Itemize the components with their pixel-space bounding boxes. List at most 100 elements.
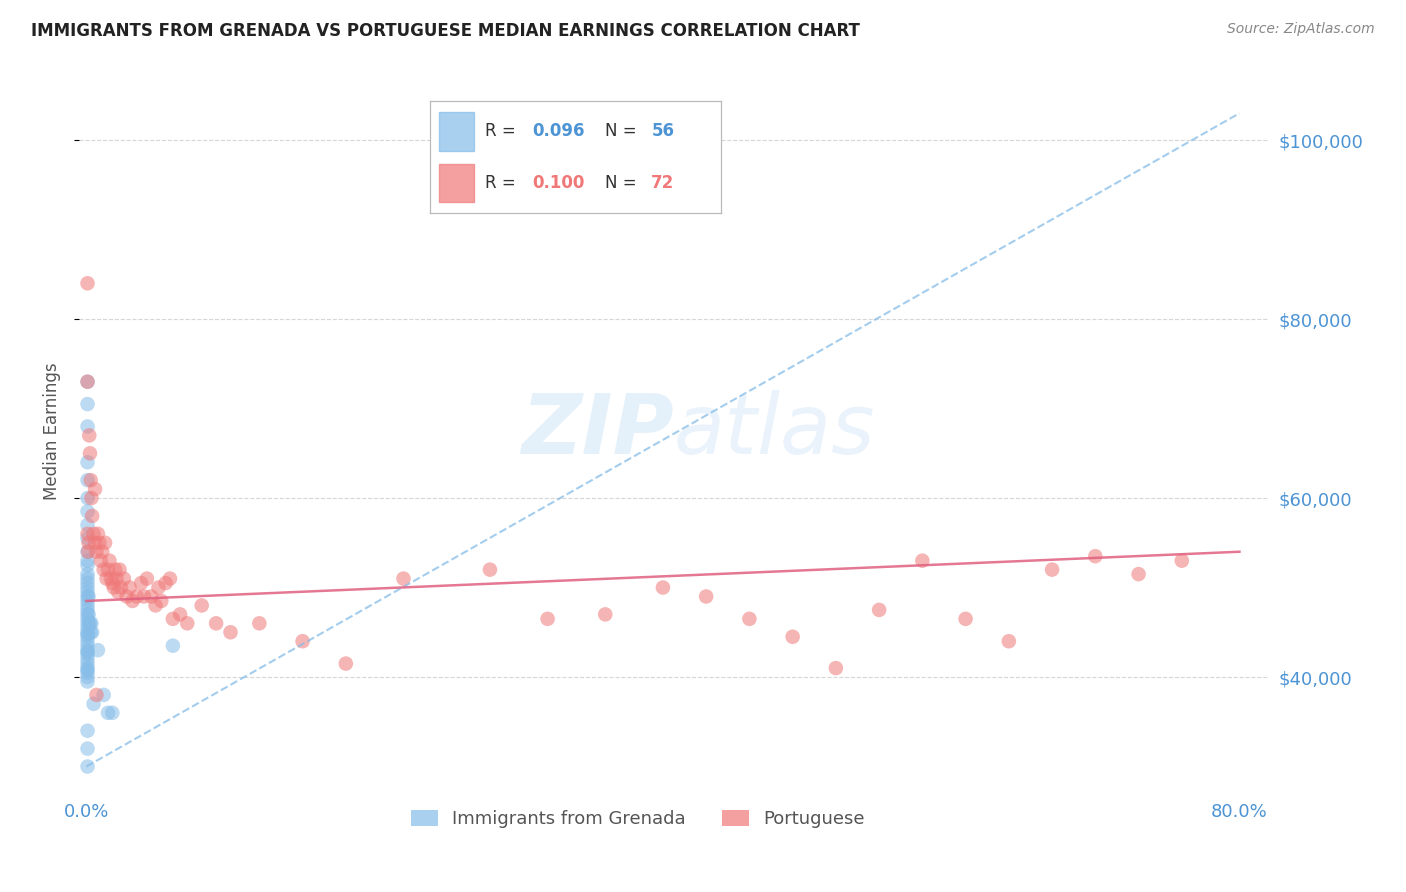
- Point: [169, 607, 191, 622]
- Point: [84, 536, 107, 550]
- Point: [108, 563, 131, 577]
- Point: [94, 536, 117, 550]
- Point: [76, 634, 98, 648]
- Point: [89, 536, 111, 550]
- Point: [82, 508, 104, 523]
- Point: [76, 741, 98, 756]
- Point: [76, 627, 98, 641]
- Point: [159, 572, 181, 586]
- Point: [155, 576, 177, 591]
- Point: [695, 590, 717, 604]
- Point: [76, 723, 98, 738]
- Point: [911, 554, 934, 568]
- Point: [148, 581, 170, 595]
- Point: [83, 697, 105, 711]
- Point: [76, 648, 98, 662]
- Point: [93, 688, 115, 702]
- Point: [76, 545, 98, 559]
- Point: [76, 585, 98, 599]
- Point: [145, 599, 167, 613]
- Point: [76, 599, 98, 613]
- Point: [1128, 567, 1150, 582]
- Point: [76, 567, 98, 582]
- Point: [782, 630, 804, 644]
- Point: [84, 482, 107, 496]
- Point: [76, 603, 98, 617]
- Point: [219, 625, 242, 640]
- Point: [77, 616, 100, 631]
- Point: [76, 526, 98, 541]
- Point: [76, 375, 98, 389]
- Point: [76, 491, 98, 505]
- Point: [190, 599, 212, 613]
- Point: [125, 590, 148, 604]
- Point: [76, 558, 98, 573]
- Point: [98, 554, 121, 568]
- Point: [76, 616, 98, 631]
- Point: [536, 612, 558, 626]
- Point: [76, 643, 98, 657]
- Point: [135, 572, 157, 586]
- Point: [97, 563, 120, 577]
- Point: [91, 545, 114, 559]
- Point: [825, 661, 848, 675]
- Point: [76, 517, 98, 532]
- Point: [87, 526, 110, 541]
- Text: Source: ZipAtlas.com: Source: ZipAtlas.com: [1227, 22, 1375, 37]
- Point: [76, 663, 98, 677]
- Point: [76, 670, 98, 684]
- Point: [76, 572, 98, 586]
- Point: [76, 645, 98, 659]
- Point: [868, 603, 890, 617]
- Point: [76, 455, 98, 469]
- Point: [96, 572, 118, 586]
- Point: [76, 674, 98, 689]
- Point: [76, 621, 98, 635]
- Point: [105, 572, 128, 586]
- Point: [76, 590, 98, 604]
- Point: [76, 665, 98, 680]
- Point: [76, 576, 98, 591]
- Point: [86, 545, 108, 559]
- Point: [76, 594, 98, 608]
- Point: [77, 590, 100, 604]
- Legend: Immigrants from Grenada, Portuguese: Immigrants from Grenada, Portuguese: [404, 802, 873, 835]
- Point: [129, 576, 152, 591]
- Point: [90, 554, 112, 568]
- Point: [205, 616, 228, 631]
- Point: [76, 612, 98, 626]
- Point: [76, 473, 98, 487]
- Point: [76, 639, 98, 653]
- Point: [1084, 549, 1107, 564]
- Point: [176, 616, 198, 631]
- Point: [97, 706, 120, 720]
- Point: [76, 277, 98, 291]
- Point: [76, 661, 98, 675]
- Point: [82, 625, 104, 640]
- Point: [141, 590, 163, 604]
- Point: [87, 643, 110, 657]
- Point: [150, 594, 173, 608]
- Point: [76, 625, 98, 640]
- Point: [162, 639, 184, 653]
- Point: [80, 491, 103, 505]
- Point: [392, 572, 415, 586]
- Point: [118, 581, 141, 595]
- Point: [104, 563, 127, 577]
- Point: [110, 581, 132, 595]
- Point: [100, 572, 122, 586]
- Point: [112, 572, 135, 586]
- Point: [80, 616, 103, 631]
- Point: [76, 504, 98, 518]
- Point: [80, 473, 103, 487]
- Point: [478, 563, 501, 577]
- Point: [955, 612, 977, 626]
- Point: [76, 607, 98, 622]
- Point: [77, 607, 100, 622]
- Point: [83, 526, 105, 541]
- Point: [247, 616, 270, 631]
- Point: [76, 581, 98, 595]
- Point: [1040, 563, 1063, 577]
- Point: [76, 652, 98, 666]
- Point: [93, 563, 115, 577]
